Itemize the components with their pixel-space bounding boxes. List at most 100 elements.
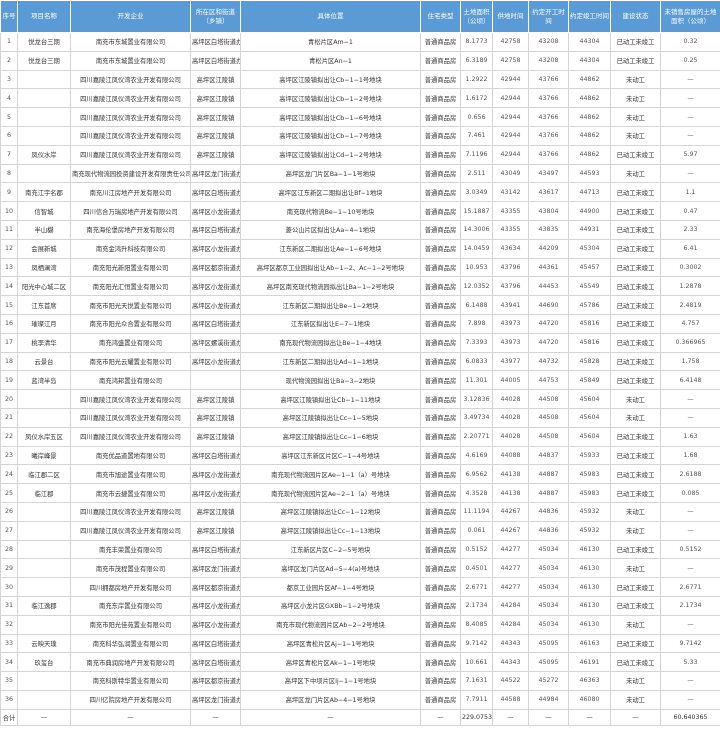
cell-completion-date: 44862 [568, 69, 611, 90]
cell-land-area: 2.1734 [460, 595, 493, 616]
cell-developer: 四川信合万瑞房地产开发有限公司 [70, 201, 191, 221]
cell-seq: 9 [0, 182, 18, 203]
cell-land-area: 3.12836 [460, 389, 493, 409]
cell-developer: 南充科华弘润置业有限公司 [70, 633, 191, 654]
cell-housing-type: 普通商品房 [420, 445, 461, 466]
cell-unsold-area: 6.4148 [660, 370, 720, 391]
cell-start-date: 43766 [528, 144, 569, 165]
cell-completion-date: 45849 [568, 370, 611, 391]
cell-status: 已动工未竣工 [610, 464, 661, 485]
cell-location: 南充现代物流园拟出让Be−1−4地块 [240, 332, 421, 353]
total-completion-date: — [568, 708, 611, 726]
cell-district: 高坪区白塔街道办 [190, 32, 241, 52]
cell-supply-date: 44267 [492, 501, 529, 522]
cell-location: 高坪区江陵镇拟出让Cb−1−6号地块 [240, 107, 421, 127]
cell-housing-type: 普通商品房 [420, 577, 461, 597]
cell-completion-date: 46191 [568, 652, 611, 673]
cell-unsold-area: — [660, 107, 720, 127]
cell-developer: 南充鸿邦置业有限公司 [70, 370, 191, 391]
cell-housing-type: 普通商品房 [420, 125, 461, 146]
cell-project-name: 南充江宇名郡 [17, 182, 71, 203]
cell-seq: 8 [0, 163, 18, 184]
cell-seq: 20 [0, 389, 18, 409]
cell-start-date: 43804 [528, 201, 569, 221]
cell-start-date: 43835 [528, 219, 569, 240]
cell-developer: 南充优品道置地有限公司 [70, 445, 191, 466]
cell-supply-date: 44005 [492, 370, 529, 391]
cell-completion-date: 46130 [568, 595, 611, 616]
table-row: 28 南充丰荣置业有限公司 高坪区白塔街道办 江东新区片区C−2−5号地块 普通商品房 0… [0, 539, 720, 560]
cell-district: 高坪区白塔街道办 [190, 313, 241, 334]
cell-supply-date: 44088 [492, 445, 529, 466]
table-row: 32 南充市阳光佳苑置业有限公司 高坪区小龙街道办 南充市现代物流园片区Ab−2−2号… [0, 614, 720, 635]
cell-developer: 四川嘉陵江凤仪湾农业开发有限公司 [70, 389, 191, 409]
cell-status: 已动工未竣工 [610, 295, 661, 315]
cell-start-date: 45034 [528, 558, 569, 579]
cell-unsold-area: 9.7142 [660, 633, 720, 654]
cell-start-date: 43617 [528, 182, 569, 203]
cell-developer: 南充市东城置业有限公司 [70, 50, 191, 71]
cell-status: 已动工未竣工 [610, 539, 661, 560]
table-row: 14 阳光中心城二区 南充阳光汇恒置业有限公司 高坪区小龙街道办 高坪区南充现代物流园拟… [0, 276, 720, 297]
cell-seq: 3 [0, 69, 18, 90]
cell-seq: 36 [0, 689, 18, 710]
cell-start-date: 43766 [528, 69, 569, 90]
cell-start-date: 44720 [528, 332, 569, 353]
cell-land-area: 0.5152 [460, 539, 493, 560]
cell-seq: 28 [0, 539, 18, 560]
cell-status: 未动工 [610, 88, 661, 109]
cell-completion-date: 45828 [568, 351, 611, 372]
cell-start-date: 44508 [528, 389, 569, 409]
cell-completion-date: 45604 [568, 407, 611, 428]
cell-location: 高坪区南充现代物流园拟出让Ba−1−2号地块 [240, 276, 421, 297]
cell-supply-date: 44284 [492, 595, 529, 616]
cell-developer: 南充市典润房地产开发有限公司 [70, 652, 191, 673]
cell-district: 高坪区江陵镇 [190, 407, 241, 428]
cell-district: 高坪区龙门街道办 [190, 558, 241, 579]
land-supply-table: 序号 项目名称 开发企业 所在区和街道（乡镇） 具体位置 住宅类型 土地面积（公顷） 供地时间… [0, 0, 720, 726]
table-header-row: 序号 项目名称 开发企业 所在区和街道（乡镇） 具体位置 住宅类型 土地面积（公顷） 供地时间… [0, 0, 720, 33]
cell-unsold-area: — [660, 558, 720, 579]
cell-land-area: 6.0833 [460, 351, 493, 372]
cell-unsold-area: 0.085 [660, 483, 720, 503]
cell-supply-date: 43142 [492, 182, 529, 203]
cell-district: 高坪区白塔街道办 [190, 50, 241, 71]
table-row: 15 江东首席 南充市阳光天悦置业有限公司 高坪区小龙街道办 江东新区二期拟出让Be−1… [0, 295, 720, 315]
table-row: 17 桃李清华 南充鸿盛置业有限公司 高坪区螺溪街道办 南充现代物流园拟出让Be−1−4… [0, 332, 720, 353]
cell-supply-date: 43796 [492, 257, 529, 278]
cell-supply-date: 42944 [492, 144, 529, 165]
cell-status: 已动工未竣工 [610, 595, 661, 616]
cell-completion-date: 44900 [568, 201, 611, 221]
cell-unsold-area: — [660, 501, 720, 522]
cell-housing-type: 普通商品房 [420, 426, 461, 447]
cell-district: 高坪区江陵镇 [190, 69, 241, 90]
cell-housing-type: 普通商品房 [420, 32, 461, 52]
header-completion-date: 约定竣工时间 [568, 0, 611, 33]
cell-seq: 18 [0, 351, 18, 372]
cell-developer: 南充科斯特华置业有限公司 [70, 671, 191, 691]
cell-district: 高坪区小龙街道办 [190, 464, 241, 485]
header-start-date: 约定开工时间 [528, 0, 569, 33]
cell-project-name: 阳光中心城二区 [17, 276, 71, 297]
cell-completion-date: 44862 [568, 107, 611, 127]
cell-developer: 南充市阳光云耀置业有限公司 [70, 351, 191, 372]
cell-developer: 南充阳光新阳置业有限公司 [70, 257, 191, 278]
table-row: 4 四川嘉陵江凤仪湾农业开发有限公司 高坪区江陵镇 高坪区江陵镇拟出让Cb−1−2号地… [0, 88, 720, 109]
cell-seq: 7 [0, 144, 18, 165]
cell-seq: 34 [0, 652, 18, 673]
cell-land-area: 15.1887 [460, 201, 493, 221]
cell-unsold-area: 1.68 [660, 445, 720, 466]
cell-completion-date: 45457 [568, 257, 611, 278]
cell-unsold-area: — [660, 163, 720, 184]
cell-supply-date: 43941 [492, 295, 529, 315]
cell-developer: 南充市旭途置业有限公司 [70, 464, 191, 485]
cell-supply-date: 43049 [492, 163, 529, 184]
cell-housing-type: 普通商品房 [420, 332, 461, 353]
cell-supply-date: 44138 [492, 464, 529, 485]
cell-location: 江东新区拟出让E−7−1地块 [240, 313, 421, 334]
cell-land-area: 7.461 [460, 125, 493, 146]
cell-start-date: 44836 [528, 520, 569, 541]
total-project-name: — [17, 708, 71, 726]
cell-status: 未动工 [610, 501, 661, 522]
cell-district: 高坪区都京街道办 [190, 671, 241, 691]
